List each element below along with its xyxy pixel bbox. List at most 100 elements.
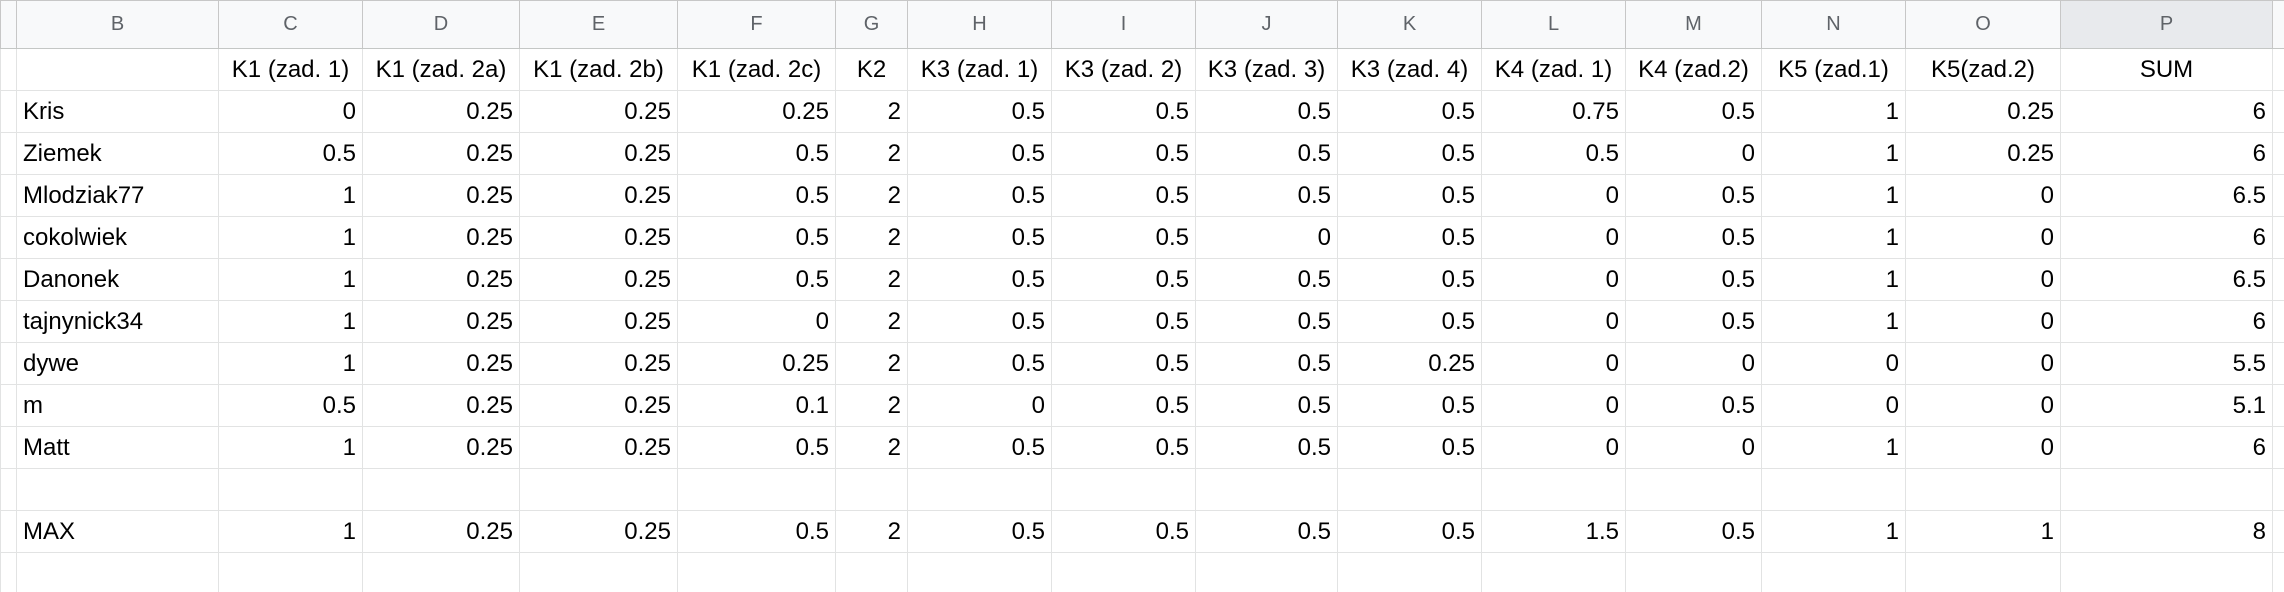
value-cell[interactable] (1481, 468, 1626, 511)
value-cell[interactable]: 1 (218, 174, 363, 217)
value-cell[interactable]: 0.5 (677, 426, 836, 469)
column-header-f[interactable]: F (677, 0, 836, 49)
value-cell[interactable]: 2 (835, 510, 908, 553)
value-cell[interactable]: 0.5 (1195, 90, 1338, 133)
value-cell[interactable]: 0.5 (1051, 174, 1196, 217)
value-cell[interactable]: 0.5 (1195, 426, 1338, 469)
value-cell[interactable]: 0.5 (1051, 510, 1196, 553)
value-cell[interactable]: 0.25 (1905, 132, 2061, 175)
value-cell[interactable]: 0.5 (677, 216, 836, 259)
value-cell[interactable]: 0.5 (1195, 510, 1338, 553)
overflow-cell[interactable] (2272, 384, 2284, 427)
value-cell[interactable]: 0.5 (907, 258, 1052, 301)
value-cell[interactable]: 5.1 (2060, 384, 2273, 427)
value-cell[interactable]: SUM (2060, 48, 2273, 91)
value-cell[interactable] (362, 468, 520, 511)
value-cell[interactable] (677, 468, 836, 511)
value-cell[interactable] (519, 552, 678, 592)
value-cell[interactable]: 0 (1761, 384, 1906, 427)
value-cell[interactable]: 0.5 (907, 342, 1052, 385)
value-cell[interactable]: K5 (zad.1) (1761, 48, 1906, 91)
value-cell[interactable] (1625, 552, 1762, 592)
value-cell[interactable]: 0.5 (1051, 90, 1196, 133)
value-cell[interactable]: 2 (835, 132, 908, 175)
column-header-i[interactable]: I (1051, 0, 1196, 49)
column-header-k[interactable]: K (1337, 0, 1482, 49)
value-cell[interactable]: 0.1 (677, 384, 836, 427)
value-cell[interactable]: 0.5 (1337, 258, 1482, 301)
name-cell[interactable]: cokolwiek (16, 216, 219, 259)
value-cell[interactable]: 0 (1481, 174, 1626, 217)
overflow-cell[interactable] (2272, 216, 2284, 259)
value-cell[interactable]: K4 (zad. 1) (1481, 48, 1626, 91)
value-cell[interactable] (1195, 552, 1338, 592)
value-cell[interactable]: 1 (1905, 510, 2061, 553)
value-cell[interactable]: 2 (835, 258, 908, 301)
value-cell[interactable]: 0.25 (519, 216, 678, 259)
column-header-g[interactable]: G (835, 0, 908, 49)
value-cell[interactable]: 0.5 (1337, 426, 1482, 469)
name-cell[interactable]: MAX (16, 510, 219, 553)
value-cell[interactable] (1051, 468, 1196, 511)
value-cell[interactable]: 1 (218, 216, 363, 259)
value-cell[interactable]: 0.25 (362, 384, 520, 427)
value-cell[interactable]: K2 (835, 48, 908, 91)
value-cell[interactable]: 0.25 (362, 90, 520, 133)
value-cell[interactable]: 0.5 (1337, 300, 1482, 343)
value-cell[interactable]: 6 (2060, 132, 2273, 175)
value-cell[interactable]: 6 (2060, 216, 2273, 259)
value-cell[interactable]: 0.5 (1337, 510, 1482, 553)
column-header-n[interactable]: N (1761, 0, 1906, 49)
column-header-l[interactable]: L (1481, 0, 1626, 49)
value-cell[interactable] (1905, 552, 2061, 592)
overflow-cell[interactable] (2272, 510, 2284, 553)
value-cell[interactable]: 0.25 (362, 132, 520, 175)
column-header-o[interactable]: O (1905, 0, 2061, 49)
value-cell[interactable]: 0.5 (218, 384, 363, 427)
value-cell[interactable]: 0.25 (677, 342, 836, 385)
value-cell[interactable]: 1 (218, 342, 363, 385)
value-cell[interactable]: 0.5 (1337, 384, 1482, 427)
value-cell[interactable]: 0.5 (1051, 426, 1196, 469)
value-cell[interactable]: 1 (218, 510, 363, 553)
overflow-cell[interactable] (2272, 90, 2284, 133)
value-cell[interactable]: 2 (835, 342, 908, 385)
value-cell[interactable]: 1 (218, 426, 363, 469)
value-cell[interactable]: 2 (835, 384, 908, 427)
value-cell[interactable]: 0.5 (677, 174, 836, 217)
value-cell[interactable]: 0.5 (1337, 216, 1482, 259)
value-cell[interactable]: 0.25 (519, 510, 678, 553)
value-cell[interactable]: 0.25 (519, 300, 678, 343)
value-cell[interactable]: K4 (zad.2) (1625, 48, 1762, 91)
value-cell[interactable]: 0 (907, 384, 1052, 427)
value-cell[interactable] (835, 552, 908, 592)
value-cell[interactable]: 0.25 (362, 174, 520, 217)
name-cell[interactable]: Danonek (16, 258, 219, 301)
value-cell[interactable]: K1 (zad. 2a) (362, 48, 520, 91)
value-cell[interactable]: 0 (1905, 174, 2061, 217)
value-cell[interactable] (362, 552, 520, 592)
value-cell[interactable] (835, 468, 908, 511)
name-cell[interactable]: dywe (16, 342, 219, 385)
value-cell[interactable]: 0.25 (362, 342, 520, 385)
name-cell[interactable]: m (16, 384, 219, 427)
value-cell[interactable]: 0 (1481, 300, 1626, 343)
value-cell[interactable]: 0 (1905, 384, 2061, 427)
value-cell[interactable]: 1 (218, 300, 363, 343)
value-cell[interactable]: 0.5 (1195, 384, 1338, 427)
value-cell[interactable]: 0.5 (1337, 90, 1482, 133)
value-cell[interactable]: 6.5 (2060, 258, 2273, 301)
value-cell[interactable] (1625, 468, 1762, 511)
value-cell[interactable]: 0.25 (519, 426, 678, 469)
value-cell[interactable]: 0.25 (362, 510, 520, 553)
value-cell[interactable]: 1.5 (1481, 510, 1626, 553)
value-cell[interactable] (677, 552, 836, 592)
value-cell[interactable] (218, 468, 363, 511)
value-cell[interactable]: 0.75 (1481, 90, 1626, 133)
name-cell[interactable]: Matt (16, 426, 219, 469)
value-cell[interactable]: 0.5 (1195, 174, 1338, 217)
value-cell[interactable]: 0.25 (362, 426, 520, 469)
value-cell[interactable]: 0 (1905, 216, 2061, 259)
value-cell[interactable]: 0 (1481, 216, 1626, 259)
value-cell[interactable]: 0.5 (1625, 216, 1762, 259)
